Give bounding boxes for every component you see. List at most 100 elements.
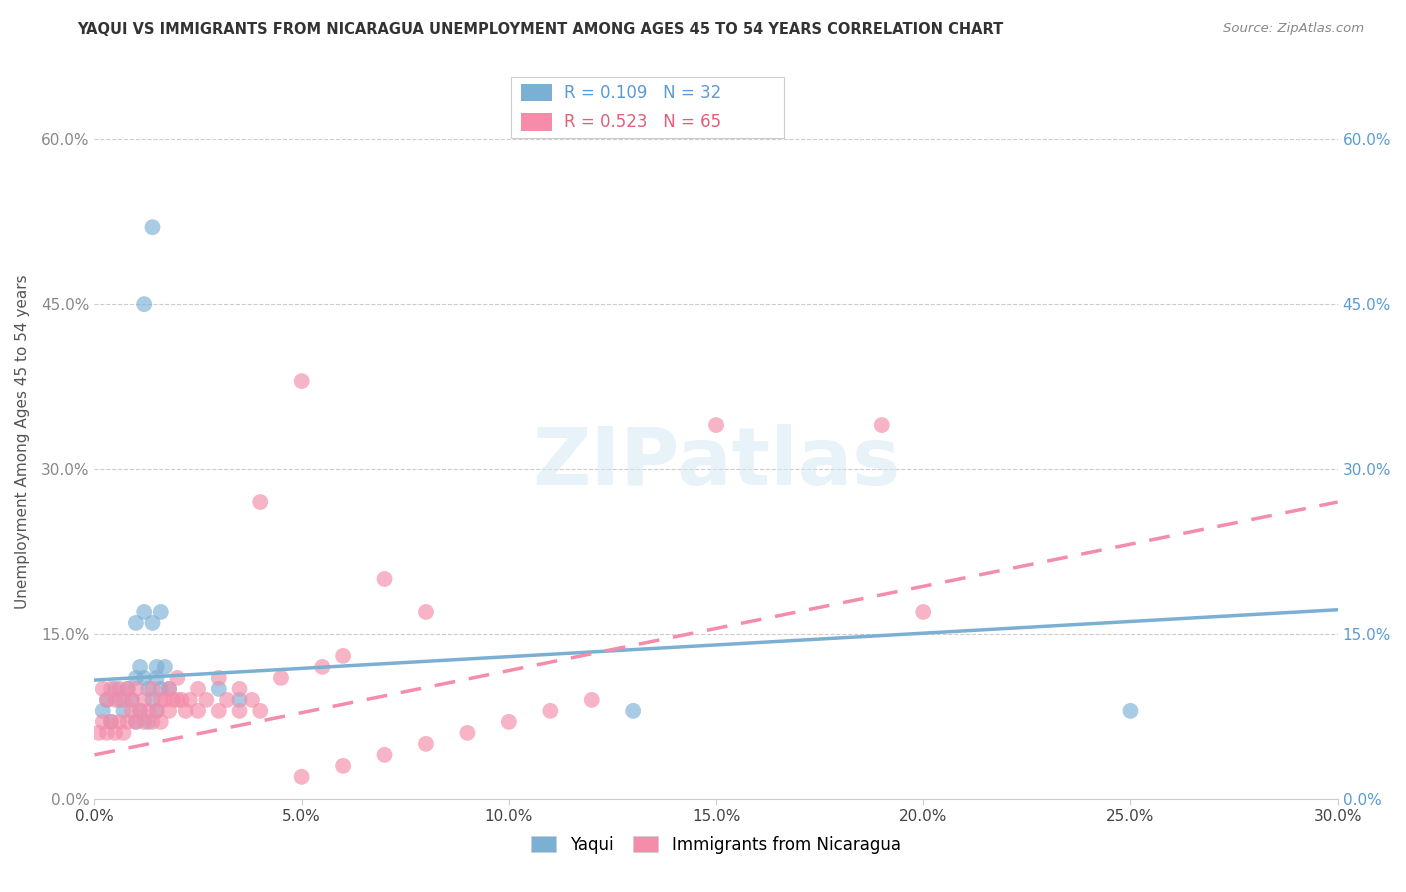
Point (112, 693, 135, 707)
Point (621, 704, 644, 718)
Point (157, 681, 180, 696)
Point (117, 714, 139, 729)
Point (217, 693, 239, 707)
Point (153, 660, 176, 674)
Point (112, 726, 135, 740)
Text: Source: ZipAtlas.com: Source: ZipAtlas.com (1223, 22, 1364, 36)
Point (249, 704, 271, 718)
Point (187, 704, 209, 718)
Point (174, 704, 197, 718)
Point (145, 704, 167, 718)
Point (166, 693, 188, 707)
Point (129, 660, 152, 674)
Point (117, 681, 139, 696)
Point (870, 418, 893, 433)
Point (117, 681, 139, 696)
Point (141, 714, 163, 729)
Point (208, 671, 231, 685)
Point (270, 671, 292, 685)
Point (129, 704, 152, 718)
Point (134, 671, 156, 685)
Legend: Yaqui, Immigrants from Nicaragua: Yaqui, Immigrants from Nicaragua (523, 827, 910, 862)
Point (138, 714, 160, 729)
Point (108, 714, 131, 729)
Point (149, 693, 172, 707)
Point (332, 648, 354, 663)
Point (138, 681, 160, 696)
Point (291, 374, 314, 388)
Point (228, 693, 250, 707)
Point (96, 693, 118, 707)
Point (208, 681, 231, 696)
Point (145, 671, 167, 685)
Point (228, 681, 250, 696)
Point (87, 726, 110, 740)
Point (704, 418, 727, 433)
Point (125, 681, 148, 696)
Point (134, 605, 156, 619)
Point (912, 605, 935, 619)
Point (108, 681, 131, 696)
Point (195, 693, 218, 707)
Point (138, 704, 160, 718)
Point (166, 671, 188, 685)
Point (141, 615, 163, 630)
Text: YAQUI VS IMMIGRANTS FROM NICARAGUA UNEMPLOYMENT AMONG AGES 45 TO 54 YEARS CORREL: YAQUI VS IMMIGRANTS FROM NICARAGUA UNEMP… (77, 22, 1004, 37)
Point (145, 660, 167, 674)
FancyBboxPatch shape (520, 84, 553, 102)
Point (96, 726, 118, 740)
Point (134, 297, 156, 311)
Point (134, 693, 156, 707)
Point (157, 704, 180, 718)
Point (91, 704, 114, 718)
Point (125, 714, 148, 729)
Point (121, 693, 143, 707)
Point (145, 704, 167, 718)
Point (456, 726, 478, 740)
Point (170, 693, 193, 707)
Point (311, 660, 333, 674)
Point (538, 704, 561, 718)
Point (153, 693, 176, 707)
Point (108, 693, 131, 707)
Point (208, 704, 231, 718)
Point (374, 572, 396, 586)
Point (149, 714, 172, 729)
Point (179, 693, 201, 707)
Point (104, 726, 127, 740)
Point (100, 681, 122, 696)
Point (157, 681, 180, 696)
Point (125, 671, 148, 685)
Point (91, 714, 114, 729)
Y-axis label: Unemployment Among Ages 45 to 54 years: Unemployment Among Ages 45 to 54 years (15, 274, 30, 609)
Point (121, 704, 143, 718)
Point (498, 714, 520, 729)
Point (141, 220, 163, 235)
FancyBboxPatch shape (510, 78, 785, 138)
Point (332, 759, 354, 773)
Point (240, 693, 263, 707)
Point (141, 693, 163, 707)
Text: R = 0.523   N = 65: R = 0.523 N = 65 (564, 113, 721, 131)
Text: ZIPatlas: ZIPatlas (531, 424, 900, 502)
Point (187, 681, 209, 696)
Point (415, 737, 437, 751)
Point (96, 693, 118, 707)
Point (249, 495, 271, 509)
Point (91, 681, 114, 696)
Point (291, 770, 314, 784)
Point (149, 681, 172, 696)
Point (415, 605, 437, 619)
Point (125, 615, 148, 630)
Point (121, 693, 143, 707)
Point (125, 714, 148, 729)
Point (228, 704, 250, 718)
FancyBboxPatch shape (520, 113, 553, 131)
Text: R = 0.109   N = 32: R = 0.109 N = 32 (564, 84, 721, 102)
Point (134, 714, 156, 729)
Point (104, 681, 127, 696)
Point (374, 747, 396, 762)
Point (112, 704, 135, 718)
Point (1119, 704, 1142, 718)
Point (141, 681, 163, 696)
